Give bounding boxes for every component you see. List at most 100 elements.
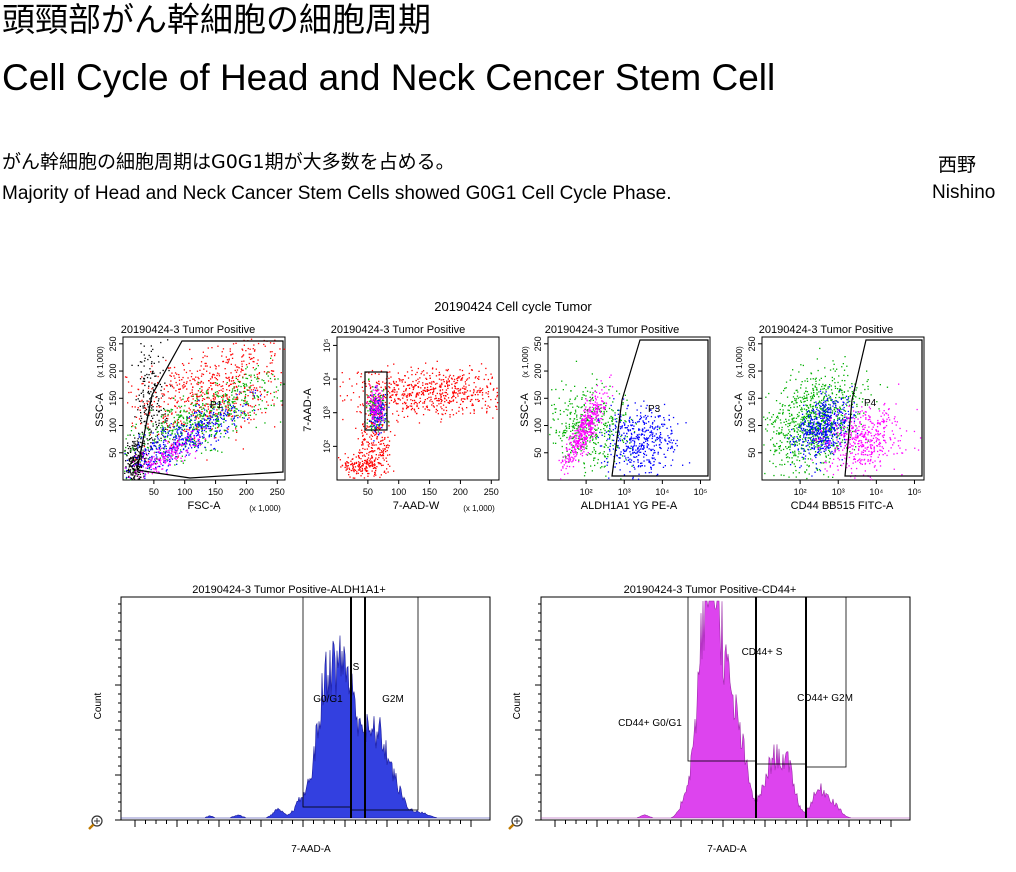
scatter-point [389, 387, 391, 389]
scatter-point [176, 431, 178, 433]
scatter-point [128, 476, 130, 478]
scatter-point [188, 429, 190, 431]
scatter-point [197, 414, 199, 416]
scatter-point [440, 421, 442, 423]
scatter-point [183, 442, 185, 445]
scatter-point [578, 435, 580, 437]
scatter-point [486, 410, 488, 413]
scatter-point [231, 402, 234, 404]
x-tick-label: 150 [208, 487, 223, 497]
scatter-point [360, 373, 363, 375]
scatter-point [127, 445, 129, 447]
scatter-point [143, 345, 145, 347]
scatter-point [659, 462, 661, 464]
scatter-point [644, 472, 647, 474]
scatter-point [652, 464, 654, 466]
scatter-point [161, 455, 164, 457]
scatter-point [142, 394, 145, 396]
scatter-point [362, 439, 365, 441]
scatter-point [183, 423, 186, 425]
scatter-point [561, 380, 563, 382]
scatter-point [366, 401, 368, 404]
scatter-point [197, 383, 199, 386]
scatter-point [149, 411, 151, 413]
scatter-point [587, 422, 589, 424]
scatter-point [418, 422, 421, 424]
scatter-point [202, 415, 204, 418]
scatter-point [257, 396, 260, 398]
scatter-point [272, 359, 274, 361]
scatter-point [600, 407, 603, 409]
scatter-point [395, 381, 397, 383]
scatter-point [572, 446, 574, 448]
scatter-point [199, 411, 201, 413]
scatter-point [574, 445, 576, 447]
scatter-point [351, 462, 353, 464]
scatter-point [592, 433, 595, 435]
scatter-point [370, 434, 372, 436]
scatter-point [637, 448, 639, 450]
subtitle-english: Majority of Head and Neck Cancer Stem Ce… [2, 183, 672, 204]
scatter-point [587, 414, 589, 417]
scatter-point [581, 426, 583, 428]
scatter-point [585, 430, 588, 432]
scatter-point [619, 421, 621, 423]
scatter-point [152, 432, 154, 434]
scatter-point [359, 469, 361, 471]
scatter-point [236, 394, 238, 396]
scatter-point [215, 382, 217, 384]
scatter-point [486, 412, 488, 414]
scatter-point [257, 365, 259, 367]
scatter-point [203, 368, 205, 370]
scatter-point [196, 397, 198, 399]
scatter-point [478, 378, 480, 380]
scatter-point [378, 447, 380, 449]
scatter-point [137, 468, 139, 470]
scatter-point [183, 429, 185, 432]
scatter-point [384, 394, 386, 396]
scatter-point [169, 464, 171, 466]
scatter-point [575, 448, 577, 450]
scatter-point [137, 443, 139, 445]
scatter-point [228, 409, 230, 412]
scatter-point [168, 441, 170, 443]
scatter-point [233, 406, 236, 408]
scatter-point [169, 411, 171, 413]
scatter-point [592, 413, 594, 415]
scatter-point [354, 466, 357, 468]
scatter-point [178, 379, 181, 381]
scatter-point [600, 445, 603, 447]
scatter-point [206, 355, 208, 358]
scatter-point [279, 348, 281, 350]
scatter-point [398, 398, 400, 400]
scatter-point [591, 418, 593, 420]
scatter-point [257, 399, 259, 401]
scatter-point [584, 414, 587, 416]
scatter-point [571, 449, 573, 452]
scatter-point [172, 444, 174, 446]
scatter-point [625, 442, 627, 445]
scatter-point [234, 398, 236, 400]
scatter-point [562, 465, 564, 468]
scatter-point [399, 380, 401, 382]
scatter-point [181, 429, 183, 431]
scatter-point [382, 451, 384, 453]
scatter-point [579, 421, 581, 423]
scatter-point [359, 466, 362, 469]
scatter-point [650, 468, 652, 470]
scatter-point [148, 414, 150, 417]
scatter-point [652, 435, 654, 438]
scatter-point [604, 443, 606, 445]
scatter-point [565, 462, 567, 464]
scatter-point [169, 383, 171, 386]
scatter-point [203, 429, 206, 432]
scatter-point [219, 423, 221, 425]
scatter-point [376, 397, 378, 399]
scatter-point [208, 380, 210, 382]
scatter-point [136, 470, 138, 472]
scatter-point [594, 411, 596, 413]
scatter-point [625, 413, 627, 416]
scatter-point [176, 456, 178, 458]
scatter-point [422, 402, 424, 404]
scatter-point [146, 438, 148, 440]
